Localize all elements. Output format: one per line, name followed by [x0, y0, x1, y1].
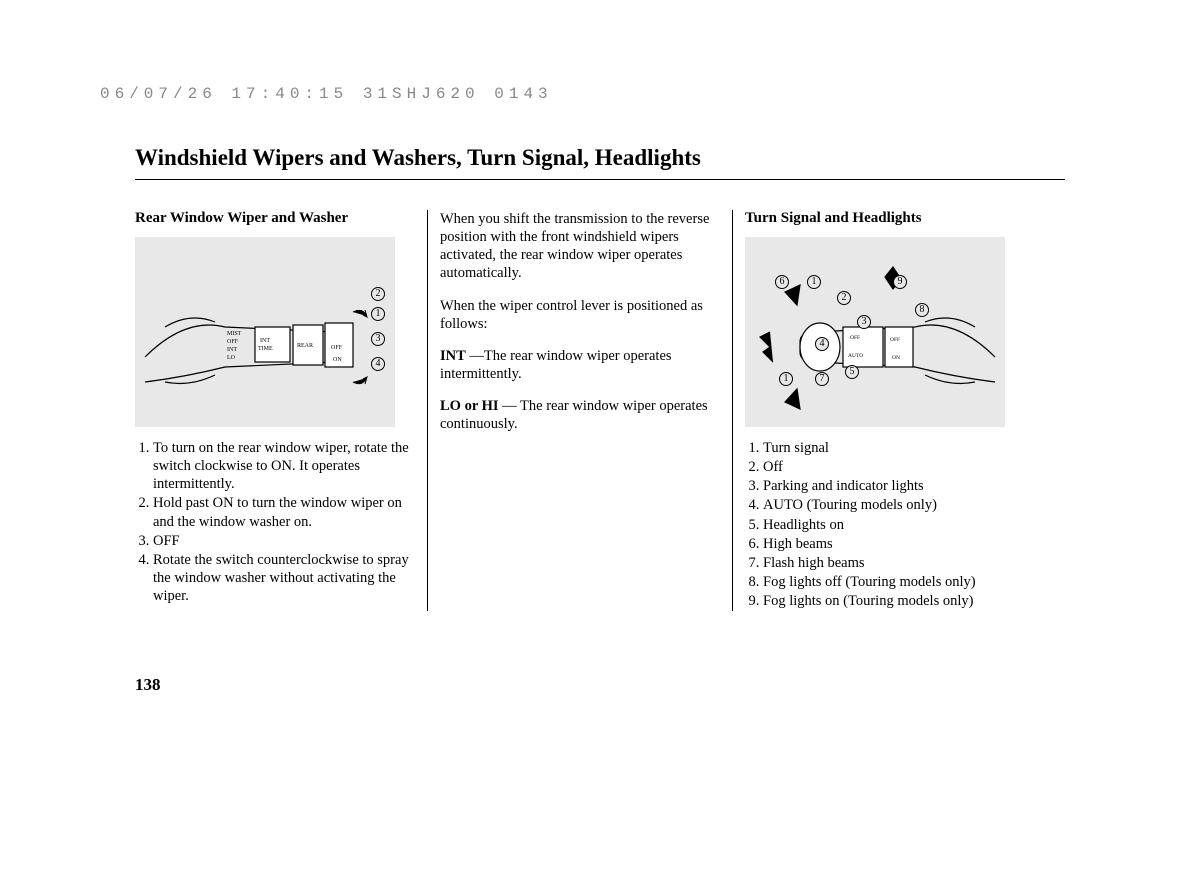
list-item: OFF — [153, 532, 415, 550]
rear-wiper-diagram: MIST OFF INT LO INT TIME REAR OFF ON 2 1… — [135, 237, 395, 427]
rear-wiper-lever-svg: MIST OFF INT LO INT TIME REAR OFF ON — [135, 237, 395, 427]
subheading-turn: Turn Signal and Headlights — [745, 210, 1025, 227]
para-lever-position: When the wiper control lever is position… — [440, 297, 720, 333]
list-item: AUTO (Touring models only) — [763, 496, 1025, 514]
column-turn-signal: Turn Signal and Headlights — [733, 210, 1025, 611]
callout-2: 2 — [371, 287, 385, 301]
list-item: Off — [763, 458, 1025, 476]
list-item: Headlights on — [763, 516, 1025, 534]
svg-text:ON: ON — [333, 357, 342, 363]
svg-text:TIME: TIME — [258, 346, 273, 352]
callout-3: 3 — [371, 332, 385, 346]
svg-text:OFF: OFF — [227, 339, 239, 345]
page-title: Windshield Wipers and Washers, Turn Sign… — [135, 145, 1065, 171]
para-int: INT —The rear window wiper operates inte… — [440, 347, 720, 383]
callout-2a: 2 — [837, 291, 851, 305]
turn-signal-list: Turn signal Off Parking and indicator li… — [745, 439, 1025, 610]
columns: Rear Window Wiper and Washer MIST OFF — [135, 210, 1065, 611]
list-item: Parking and indicator lights — [763, 477, 1025, 495]
int-label: INT — [440, 348, 466, 364]
callout-1b: 1 — [779, 372, 793, 386]
svg-text:INT: INT — [260, 338, 270, 344]
svg-text:LO: LO — [227, 355, 236, 361]
callout-7a: 7 — [815, 372, 829, 386]
list-item: Fog lights on (Touring models only) — [763, 592, 1025, 610]
list-item: To turn on the rear window wiper, rotate… — [153, 439, 415, 493]
column-middle: When you shift the transmission to the r… — [428, 210, 733, 611]
callout-5a: 5 — [845, 365, 859, 379]
callout-1: 1 — [371, 307, 385, 321]
svg-text:MIST: MIST — [227, 331, 242, 337]
turn-signal-diagram: OFF AUTO OFF ON 6 1 2 9 8 3 4 5 7 1 — [745, 237, 1005, 427]
para-transmission: When you shift the transmission to the r… — [440, 210, 720, 283]
lohi-label: LO or HI — [440, 398, 499, 414]
list-item: Rotate the switch counterclockwise to sp… — [153, 551, 415, 605]
callout-1a: 1 — [807, 275, 821, 289]
svg-text:AUTO: AUTO — [848, 353, 863, 359]
callout-8: 8 — [915, 303, 929, 317]
svg-text:OFF: OFF — [850, 335, 860, 341]
list-item: Flash high beams — [763, 554, 1025, 572]
svg-text:OFF: OFF — [890, 337, 900, 343]
page-content: Windshield Wipers and Washers, Turn Sign… — [135, 145, 1065, 611]
callout-4: 4 — [371, 357, 385, 371]
rear-wiper-list: To turn on the rear window wiper, rotate… — [135, 439, 415, 605]
title-rule — [135, 179, 1065, 180]
list-item: Fog lights off (Touring models only) — [763, 573, 1025, 591]
callout-9: 9 — [893, 275, 907, 289]
callout-3a: 3 — [857, 315, 871, 329]
callout-6: 6 — [775, 275, 789, 289]
svg-text:OFF: OFF — [331, 345, 343, 351]
svg-text:INT: INT — [227, 347, 237, 353]
list-item: Turn signal — [763, 439, 1025, 457]
svg-text:ON: ON — [892, 355, 900, 361]
list-item: Hold past ON to turn the window wiper on… — [153, 494, 415, 530]
list-item: High beams — [763, 535, 1025, 553]
int-text: —The rear window wiper operates intermit… — [440, 348, 672, 382]
header-stamp: 06/07/26 17:40:15 31SHJ620 0143 — [100, 85, 553, 103]
column-rear-wiper: Rear Window Wiper and Washer MIST OFF — [135, 210, 428, 611]
turn-signal-lever-svg: OFF AUTO OFF ON — [745, 237, 1005, 427]
callout-4a: 4 — [815, 337, 829, 351]
para-lohi: LO or HI — The rear window wiper operate… — [440, 397, 720, 433]
svg-text:REAR: REAR — [297, 343, 313, 349]
subheading-rear: Rear Window Wiper and Washer — [135, 210, 415, 227]
page-number: 138 — [135, 675, 161, 695]
